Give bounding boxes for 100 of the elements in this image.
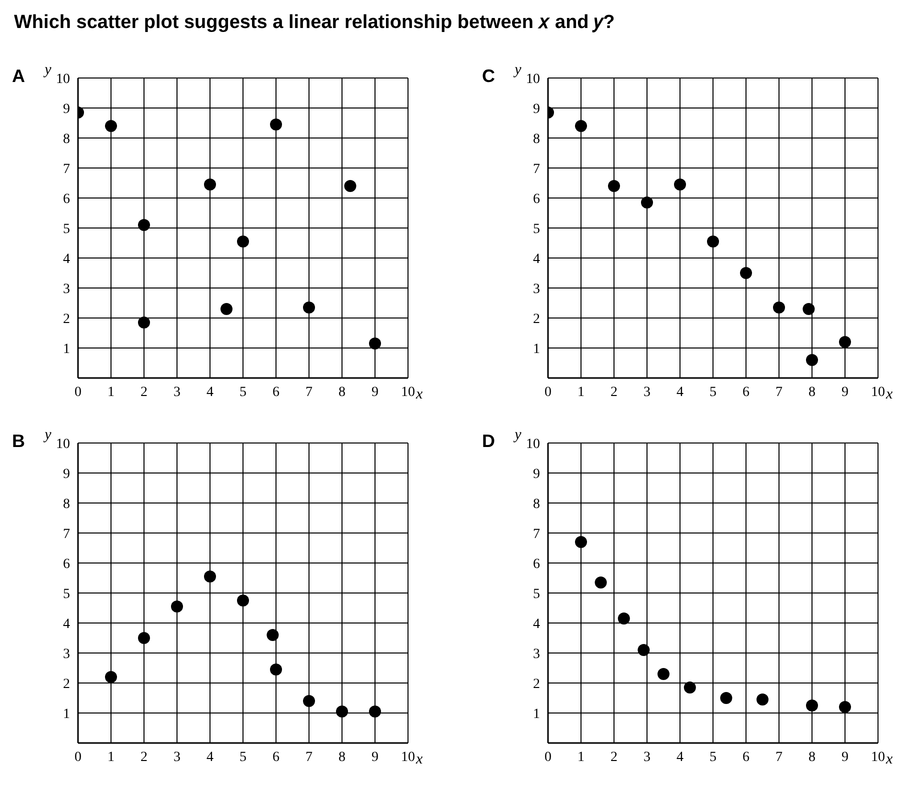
x-tick-label: 2 xyxy=(610,750,618,765)
point xyxy=(638,644,650,656)
x-tick-label: 7 xyxy=(776,750,782,765)
x-tick-label: 7 xyxy=(776,384,782,400)
x-tick-label: 0 xyxy=(74,384,82,400)
point xyxy=(138,632,150,644)
x-tick-label: 9 xyxy=(842,750,848,765)
y-tick-label: 3 xyxy=(63,282,70,297)
x-tick-label: 0 xyxy=(544,384,552,400)
point xyxy=(802,303,815,315)
point xyxy=(740,267,752,279)
y-tick-label: 8 xyxy=(533,496,540,512)
y-tick-label: 5 xyxy=(63,586,70,602)
point xyxy=(220,303,232,315)
y-axis-title: y xyxy=(512,427,522,443)
y-axis-title: y xyxy=(512,62,522,78)
point xyxy=(674,178,686,190)
point xyxy=(105,671,117,683)
y-tick-label: 7 xyxy=(533,162,540,177)
point xyxy=(336,706,348,718)
y-tick-label: 9 xyxy=(533,466,540,482)
y-tick-label: 4 xyxy=(533,252,540,267)
chart-title: A xyxy=(12,66,25,87)
y-tick-label: 10 xyxy=(56,72,70,87)
point xyxy=(266,629,279,641)
y-tick-label: 1 xyxy=(63,342,70,357)
x-tick-label: 5 xyxy=(710,384,716,400)
x-tick-label: 0 xyxy=(74,750,82,765)
point xyxy=(575,120,587,132)
x-tick-label: 9 xyxy=(372,750,378,765)
x-tick-label: 4 xyxy=(676,750,684,765)
y-tick-label: 8 xyxy=(63,132,70,147)
point xyxy=(303,302,315,314)
x-tick-label: 8 xyxy=(808,750,816,765)
y-tick-label: 4 xyxy=(63,252,70,267)
x-tick-label: 7 xyxy=(306,750,312,765)
point xyxy=(594,576,607,588)
point xyxy=(105,120,117,132)
point xyxy=(237,236,249,248)
y-tick-label: 6 xyxy=(533,556,540,572)
x-tick-label: 0 xyxy=(544,750,552,765)
point xyxy=(204,570,216,582)
point xyxy=(344,180,356,192)
x-tick-label: 2 xyxy=(140,384,148,400)
y-tick-label: 3 xyxy=(63,646,70,662)
point xyxy=(303,695,315,707)
x-tick-label: 10 xyxy=(401,384,415,400)
x-tick-label: 6 xyxy=(742,750,750,765)
chart-title: C xyxy=(482,66,495,87)
chart-title: D xyxy=(482,431,495,452)
y-tick-label: 2 xyxy=(63,676,70,692)
x-tick-label: 8 xyxy=(338,750,346,765)
y-tick-label: 1 xyxy=(63,706,70,722)
x-tick-label: 10 xyxy=(871,384,885,400)
x-tick-label: 2 xyxy=(610,384,618,400)
y-tick-label: 8 xyxy=(533,132,540,147)
x-tick-label: 5 xyxy=(240,750,246,765)
point xyxy=(658,668,670,680)
y-tick-label: 10 xyxy=(56,436,70,452)
point xyxy=(839,336,851,348)
point xyxy=(756,694,768,706)
x-tick-label: 1 xyxy=(108,750,114,765)
x-tick-label: 3 xyxy=(174,750,180,765)
x-tick-label: 4 xyxy=(676,384,684,400)
x-tick-label: 3 xyxy=(644,750,650,765)
y-tick-label: 2 xyxy=(533,676,540,692)
point xyxy=(806,700,818,712)
y-tick-label: 4 xyxy=(63,616,70,632)
point xyxy=(369,706,381,718)
point xyxy=(237,594,249,606)
x-axis-title: x xyxy=(885,386,893,402)
point xyxy=(171,600,183,612)
y-tick-label: 6 xyxy=(533,192,540,207)
x-tick-label: 9 xyxy=(372,384,378,400)
y-tick-label: 9 xyxy=(63,102,70,117)
point xyxy=(839,701,851,713)
text: Which scatter plot suggests a linear relationship between 𝑥 and 𝑦? xyxy=(14,12,615,34)
x-tick-label: 7 xyxy=(306,384,312,400)
y-tick-label: 5 xyxy=(533,222,540,237)
x-tick-label: 10 xyxy=(401,750,415,765)
x-tick-label: 6 xyxy=(742,384,750,400)
y-tick-label: 10 xyxy=(526,436,540,452)
point xyxy=(707,236,719,248)
point xyxy=(806,354,818,366)
y-tick-label: 7 xyxy=(63,526,70,542)
point xyxy=(138,316,150,328)
y-tick-label: 9 xyxy=(63,466,70,482)
y-tick-label: 1 xyxy=(533,342,540,357)
y-tick-label: 9 xyxy=(533,102,540,117)
y-axis-title: y xyxy=(42,427,52,443)
y-tick-label: 5 xyxy=(533,586,540,602)
y-tick-label: 2 xyxy=(533,312,540,327)
point xyxy=(369,338,381,350)
y-tick-label: 6 xyxy=(63,192,70,207)
x-tick-label: 4 xyxy=(206,384,214,400)
point xyxy=(720,692,732,704)
y-tick-label: 2 xyxy=(63,312,70,327)
point xyxy=(684,682,696,694)
x-tick-label: 3 xyxy=(644,384,650,400)
x-tick-label: 1 xyxy=(578,384,584,400)
